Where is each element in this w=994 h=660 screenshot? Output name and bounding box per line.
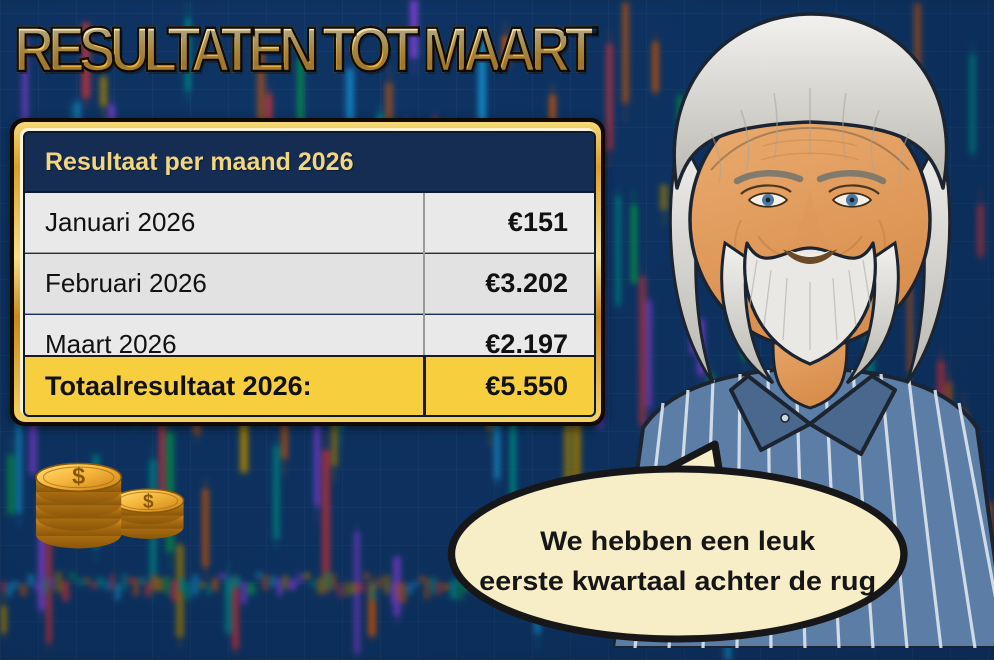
svg-text:$: $: [72, 463, 85, 489]
svg-text:$: $: [143, 491, 154, 512]
svg-text:We hebben een leuk: We hebben een leuk: [540, 526, 816, 556]
svg-text:eerste kwartaal achter de rug: eerste kwartaal achter de rug: [479, 566, 876, 596]
